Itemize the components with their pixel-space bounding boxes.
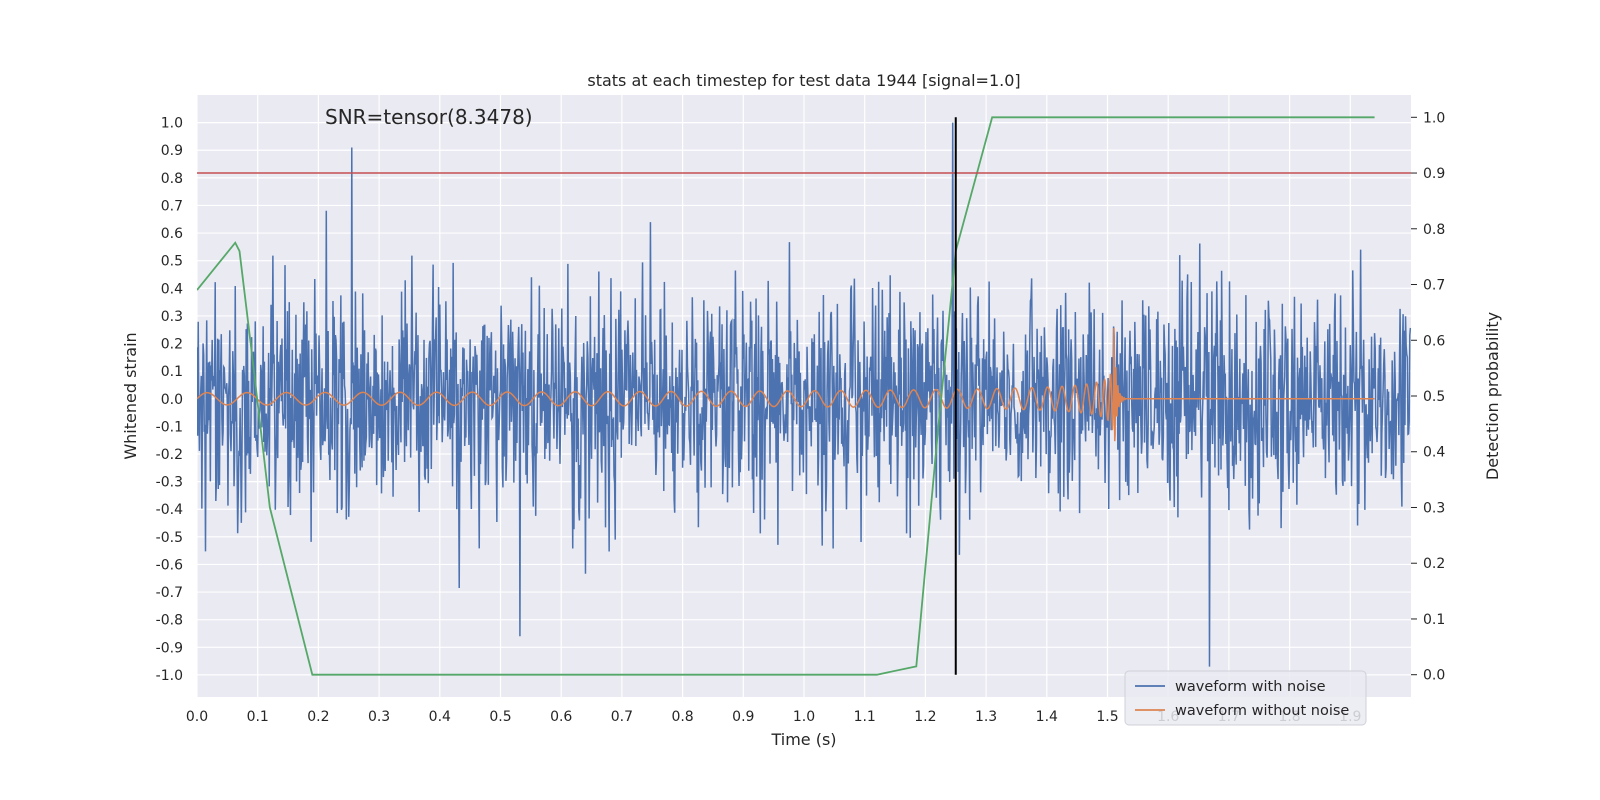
y-tick-label-left: -0.6 (156, 557, 183, 573)
x-tick-label: 0.7 (611, 709, 633, 725)
y-tick-label-right: 0.5 (1423, 389, 1445, 405)
x-tick-label: 1.5 (1096, 709, 1118, 725)
x-tick-label: 0.4 (429, 709, 451, 725)
y-tick-label-left: 0.9 (161, 143, 183, 159)
y-axis-label-left: Whitened strain (121, 332, 140, 459)
legend-box (1124, 670, 1367, 726)
y-tick-label-left: 0.7 (161, 198, 183, 214)
y-tick-label-right: 0.8 (1423, 222, 1445, 238)
plot-area (197, 116, 1411, 676)
x-tick-label: 1.4 (1036, 709, 1058, 725)
x-tick-label: 0.8 (671, 709, 693, 725)
y-tick-label-right: 1.0 (1423, 110, 1445, 126)
y-tick-label-left: 0.8 (161, 171, 183, 187)
y-tick-label-left: -0.9 (156, 640, 183, 656)
x-tick-label: 1.1 (854, 709, 876, 725)
y-tick-label-left: -0.3 (156, 475, 183, 491)
y-tick-label-right: 0.1 (1423, 612, 1445, 628)
y-tick-label-left: -0.4 (156, 502, 183, 518)
series-detection-probability (197, 116, 1375, 676)
y-ticks-left: 1.0 0.9 0.8 0.7 0.6 0.5 0.4 0.3 0.2 0.1 0.0 -0.1 -0.… (156, 116, 183, 684)
series-group (197, 116, 1411, 676)
y-tick-label-right: 0.9 (1423, 166, 1445, 182)
series-waveform-with-noise (197, 122, 1411, 667)
y-tick-label-left: -0.2 (156, 447, 183, 463)
series-waveform-without-noise (197, 328, 1375, 442)
y-tick-label-left: 1.0 (161, 116, 183, 132)
y-tick-label-right: 0.6 (1423, 333, 1445, 349)
x-tick-label: 0.5 (489, 709, 511, 725)
y-tick-label-right: 0.7 (1423, 278, 1445, 294)
x-tick-label: 1.3 (975, 709, 997, 725)
y-tick-label-left: -1.0 (156, 668, 183, 684)
y-tick-label-left: 0.5 (161, 254, 183, 270)
y-tick-label-left: 0.3 (161, 309, 183, 325)
x-tick-label: 0.1 (247, 709, 269, 725)
y-tick-label-right: 0.4 (1423, 445, 1445, 461)
legend-label-clean: waveform without noise (1175, 703, 1349, 719)
x-tick-label: 0.6 (550, 709, 572, 725)
y-tick-label-left: -0.8 (156, 613, 183, 629)
y-tick-label-left: 0.0 (161, 392, 183, 408)
x-tick-label: 0.2 (307, 709, 329, 725)
y-tick-label-right: 0.3 (1423, 500, 1445, 516)
legend: waveform with noise waveform without noi… (1124, 670, 1367, 726)
y-tick-label-left: -0.7 (156, 585, 183, 601)
y-ticks-right: 1.0 0.9 0.8 0.7 0.6 0.5 0.4 0.3 0.2 0.1 0.0 (1411, 110, 1445, 684)
x-tick-label: 1.0 (793, 709, 815, 725)
chart-title: stats at each timestep for test data 194… (587, 71, 1020, 90)
y-tick-label-left: 0.2 (161, 337, 183, 353)
x-tick-label: 0.3 (368, 709, 390, 725)
y-tick-label-left: 0.6 (161, 226, 183, 242)
x-tick-label: 0.0 (186, 709, 208, 725)
x-tick-label: 0.9 (732, 709, 754, 725)
y-tick-label-left: 0.1 (161, 364, 183, 380)
legend-label-noise: waveform with noise (1175, 679, 1326, 695)
y-tick-label-left: -0.1 (156, 419, 183, 435)
y-tick-label-left: -0.5 (156, 530, 183, 546)
x-tick-label: 1.2 (914, 709, 936, 725)
x-axis-label: Time (s) (770, 730, 836, 749)
y-tick-label-right: 0.2 (1423, 556, 1445, 572)
y-tick-label-right: 0.0 (1423, 668, 1445, 684)
y-tick-label-left: 0.4 (161, 281, 183, 297)
snr-annotation: SNR=tensor(8.3478) (325, 105, 533, 129)
y-axis-label-right: Detection probability (1483, 312, 1502, 480)
